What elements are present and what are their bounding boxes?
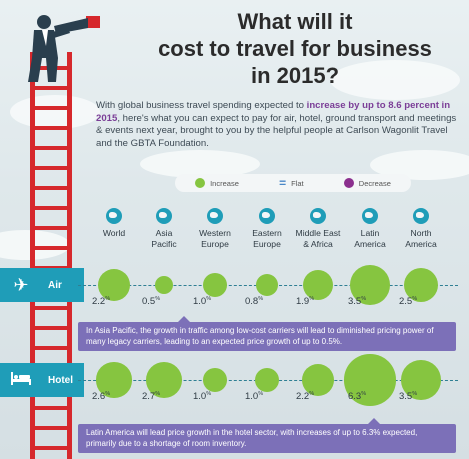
- value-bubble: [302, 269, 334, 301]
- increase-dot-icon: [195, 178, 206, 188]
- category-label: Air: [48, 279, 62, 291]
- value-label: 6.3%: [348, 391, 367, 403]
- value-bubble: [255, 368, 279, 392]
- cloud: [10, 95, 100, 129]
- equals-icon: =: [279, 176, 287, 190]
- region-header: Eastern Europe: [237, 208, 297, 250]
- region-name: World: [102, 228, 126, 238]
- globe-icon: [413, 208, 429, 224]
- value-bubble: [146, 362, 182, 398]
- value-label: 2.2%: [92, 296, 111, 308]
- region-header: Middle East & Africa: [288, 208, 348, 250]
- value-label: 2.5%: [399, 296, 418, 308]
- globe-icon: [156, 208, 172, 224]
- cloud: [140, 150, 260, 178]
- value-label: 1.9%: [296, 296, 315, 308]
- value-bubble: [403, 267, 439, 303]
- businessman-telescope-icon: [28, 15, 100, 82]
- region-name: America: [405, 239, 437, 249]
- air-note: In Asia Pacific, the growth in traffic a…: [78, 316, 456, 351]
- region-header: North America: [391, 208, 451, 250]
- category-band-air: ✈ Air: [0, 268, 84, 302]
- region-name: Asia: [155, 228, 173, 238]
- globe-icon: [259, 208, 275, 224]
- value-bubble: [203, 368, 227, 392]
- value-label: 2.6%: [92, 391, 111, 403]
- region-name: Europe: [201, 239, 229, 249]
- value-label: 1.0%: [245, 391, 264, 403]
- airplane-icon: ✈: [13, 275, 29, 295]
- region-name: Pacific: [151, 239, 177, 249]
- region-name: North: [410, 228, 432, 238]
- intro-highlight: increase by up to 8.6 percent in 2015: [96, 100, 451, 124]
- region-header: Latin America: [340, 208, 400, 250]
- category-band-hotel: Hotel: [0, 363, 84, 397]
- value-label: 1.0%: [193, 391, 212, 403]
- cloud: [0, 230, 70, 260]
- hotel-note: Latin America will lead price growth in …: [78, 418, 456, 453]
- legend: Increase = Flat Decrease: [175, 174, 411, 192]
- value-label: 3.5%: [399, 391, 418, 403]
- intro-paragraph: With global business travel spending exp…: [96, 100, 457, 149]
- region-name: Latin: [360, 228, 380, 238]
- legend-increase: Increase: [195, 178, 239, 188]
- cloud: [330, 60, 460, 100]
- region-name: & Africa: [303, 239, 333, 249]
- value-label: 0.8%: [245, 296, 264, 308]
- value-label: 3.5%: [348, 296, 367, 308]
- region-name: America: [354, 239, 386, 249]
- region-name: Europe: [253, 239, 281, 249]
- ladder-illustration: [30, 52, 72, 459]
- value-bubble: [401, 360, 441, 400]
- decrease-dot-icon: [343, 178, 354, 188]
- value-label: 1.0%: [193, 296, 212, 308]
- legend-flat: = Flat: [279, 176, 304, 190]
- value-label: 2.7%: [142, 391, 161, 403]
- globe-icon: [207, 208, 223, 224]
- region-name: Eastern: [252, 228, 282, 238]
- region-header: World: [84, 208, 144, 239]
- globe-icon: [310, 208, 326, 224]
- region-name: Western: [199, 228, 231, 238]
- value-bubble: [344, 354, 396, 406]
- value-label: 2.2%: [296, 391, 315, 403]
- value-bubble: [97, 268, 131, 302]
- value-bubble: [203, 273, 227, 297]
- value-bubble: [154, 275, 174, 295]
- value-bubble: [350, 265, 390, 305]
- globe-icon: [362, 208, 378, 224]
- value-label: 0.5%: [142, 296, 161, 308]
- region-name: Middle East: [295, 228, 341, 238]
- region-header: Asia Pacific: [134, 208, 194, 250]
- category-label: Hotel: [48, 374, 73, 386]
- globe-icon: [106, 208, 122, 224]
- value-bubble: [301, 363, 335, 397]
- value-bubble: [255, 273, 279, 297]
- value-bubble: [96, 362, 132, 398]
- page-title: What will it cost to travel for business…: [158, 9, 432, 88]
- bed-icon: [8, 370, 34, 390]
- region-header: Western Europe: [185, 208, 245, 250]
- legend-decrease: Decrease: [343, 178, 391, 188]
